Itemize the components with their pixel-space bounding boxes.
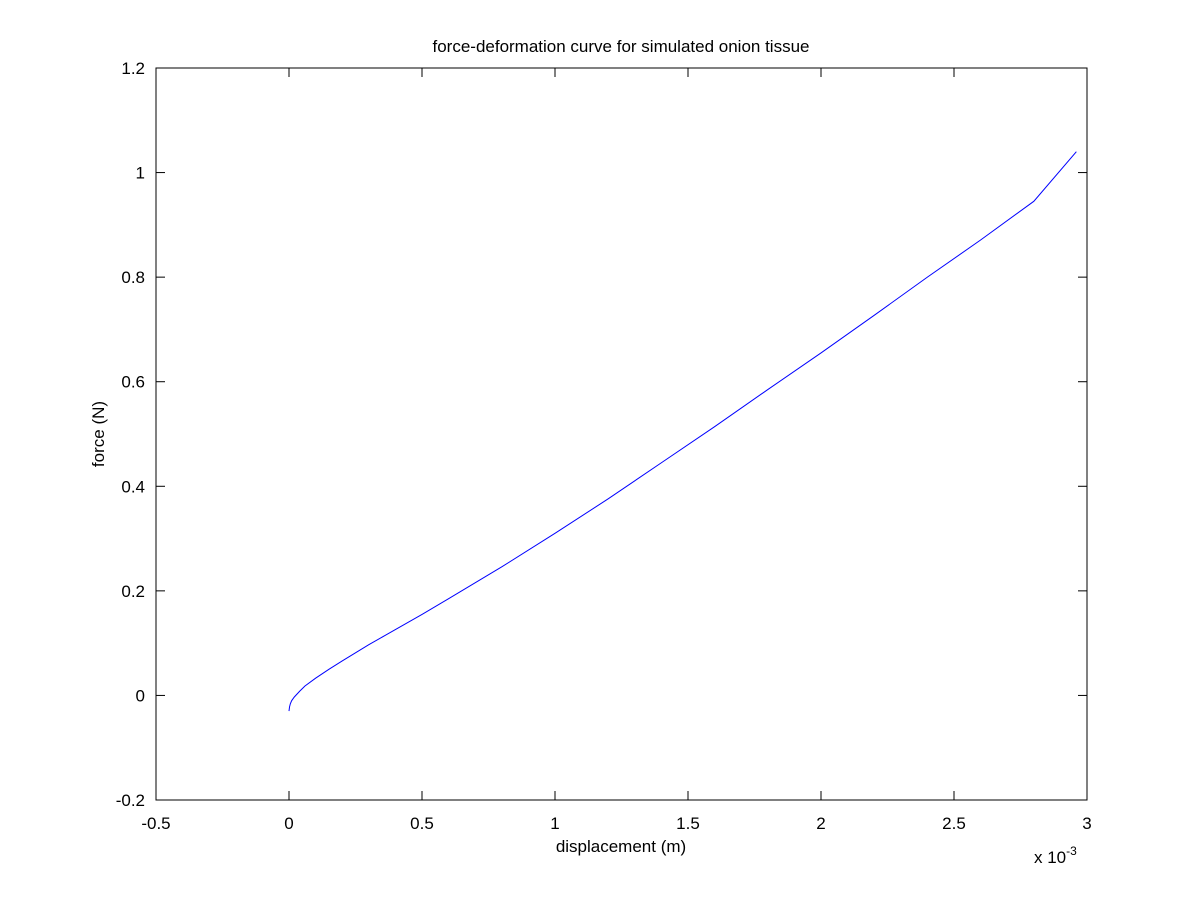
y-tick-label: 0 (136, 686, 145, 705)
y-tick-label: 1 (136, 164, 145, 183)
x-exponent-base: x 10 (1034, 848, 1066, 867)
x-tick-label: 3 (1082, 814, 1091, 833)
y-axis-label: force (N) (89, 401, 108, 467)
x-tick-label: 0 (284, 814, 293, 833)
x-tick-label: 2.5 (942, 814, 966, 833)
x-exponent-label: x 10-3 (1034, 844, 1077, 867)
series-line (288, 151, 1077, 712)
y-tick-label: 1.2 (121, 59, 145, 78)
x-tick-label: 0.5 (410, 814, 434, 833)
y-tick-label: 0.8 (121, 268, 145, 287)
chart-title: force-deformation curve for simulated on… (432, 37, 809, 56)
x-tick-label: 1.5 (676, 814, 700, 833)
x-tick-label: 1 (550, 814, 559, 833)
x-tick-label: -0.5 (141, 814, 170, 833)
plot-frame (155, 67, 1088, 801)
y-tick-label: 0.6 (121, 373, 145, 392)
y-tick-label: 0.2 (121, 582, 145, 601)
x-tick-label: 2 (816, 814, 825, 833)
x-axis-label: displacement (m) (556, 837, 686, 856)
y-tick-label: -0.2 (116, 791, 145, 810)
y-tick-label: 0.4 (121, 477, 145, 496)
plot-area (156, 68, 1087, 800)
x-exponent-power: -3 (1066, 844, 1077, 858)
tick-labels-layer: -0.5 0 0.5 1 1.5 2 2.5 3 -0.2 0 0.2 0.4 0.6 0.8 1 1.2 (116, 59, 1092, 833)
